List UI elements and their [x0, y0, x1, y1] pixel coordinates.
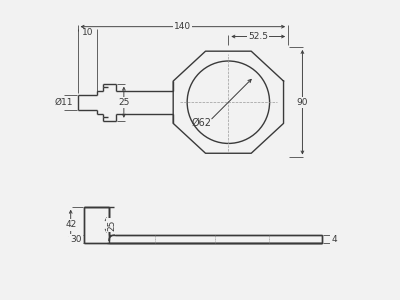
- Text: 30: 30: [70, 235, 82, 244]
- Text: 90: 90: [297, 98, 308, 107]
- Text: 25: 25: [118, 98, 130, 107]
- Text: 10: 10: [82, 28, 93, 37]
- Text: 25: 25: [108, 219, 116, 231]
- Text: Ø62: Ø62: [192, 118, 212, 128]
- Text: 42: 42: [65, 220, 76, 230]
- Text: 52.5: 52.5: [248, 32, 268, 41]
- Text: 4: 4: [332, 235, 337, 244]
- Text: 140: 140: [174, 22, 191, 31]
- Text: Ø11: Ø11: [54, 98, 73, 107]
